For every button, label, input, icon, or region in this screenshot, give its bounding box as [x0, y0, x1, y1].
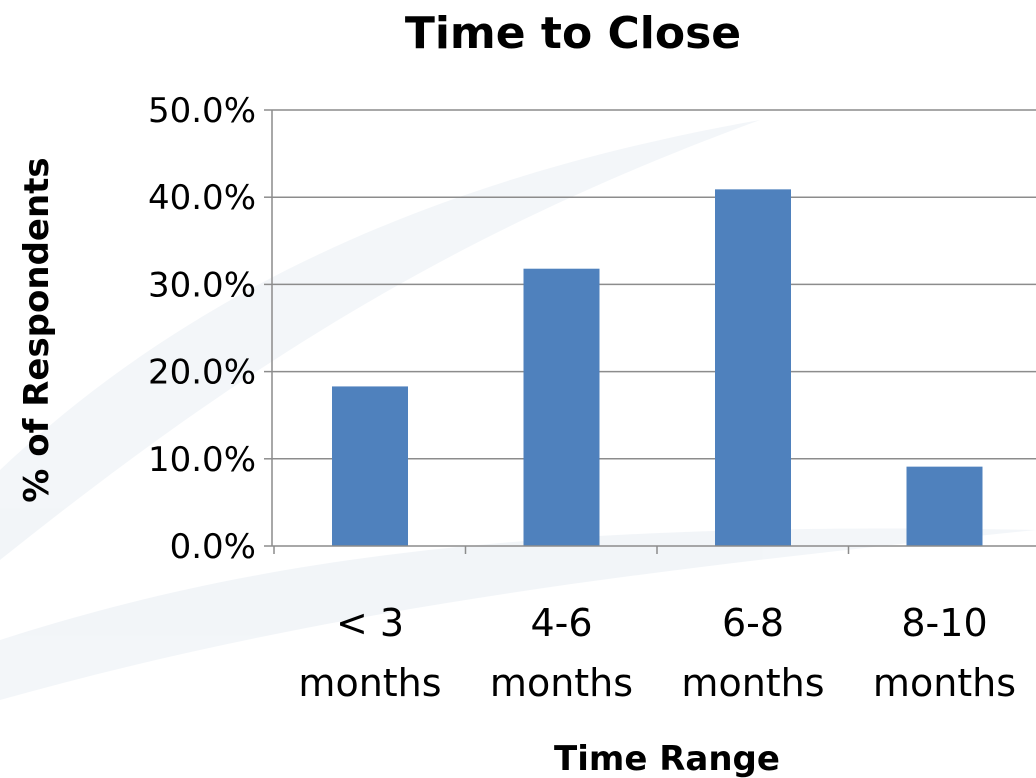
x-tick-label: months — [681, 661, 824, 705]
y-tick-label: 10.0% — [148, 440, 256, 480]
x-tick-label: months — [490, 661, 633, 705]
chart-title: Time to Close — [405, 8, 741, 59]
x-tick-label: months — [873, 661, 1016, 705]
y-tick-label: 40.0% — [148, 178, 256, 218]
y-tick-label: 0.0% — [170, 527, 256, 567]
x-axis-title: Time Range — [554, 739, 780, 778]
y-tick-label: 30.0% — [148, 265, 256, 305]
x-tick-label: < 3 — [336, 601, 404, 645]
y-axis-title: % of Respondents — [17, 157, 57, 502]
x-tick-label: 8-10 — [901, 601, 987, 645]
x-tick-label: 4-6 — [530, 601, 592, 645]
bar — [524, 269, 600, 546]
y-tick-label: 50.0% — [148, 91, 256, 131]
bar — [332, 386, 408, 546]
bar — [715, 189, 791, 546]
x-axis-labels: < 3 months 4-6 months 6-8 months 8-10 months — [298, 601, 1016, 705]
x-tick-label: 6-8 — [722, 601, 784, 645]
x-tick-label: months — [298, 661, 441, 705]
y-tick-label: 20.0% — [148, 353, 256, 393]
bar — [907, 467, 983, 546]
